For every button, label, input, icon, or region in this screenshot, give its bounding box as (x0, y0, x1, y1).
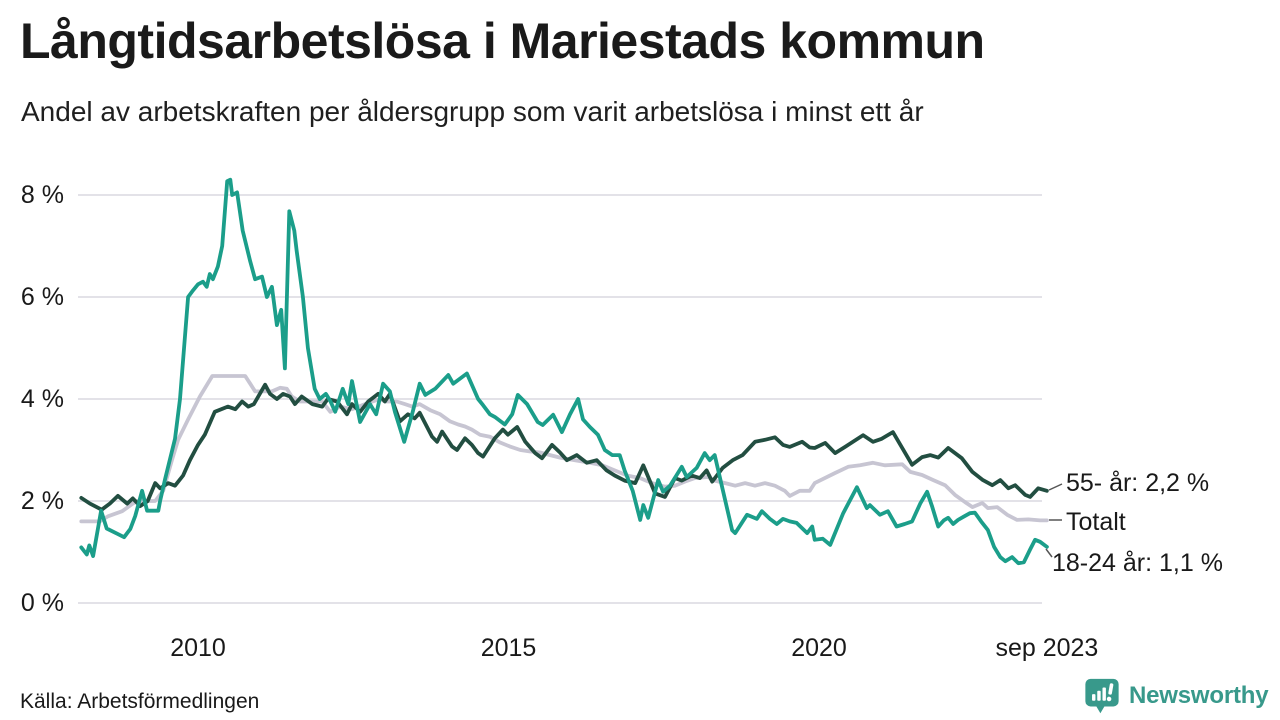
label-connector (1045, 548, 1053, 558)
newsworthy-wordmark: Newsworthy (1129, 682, 1269, 709)
x-tick-label: 2020 (791, 634, 847, 662)
chart-subtitle: Andel av arbetskraften per åldersgrupp s… (21, 96, 924, 127)
series-line-18-24-r (79, 177, 1049, 566)
series-line-55-r (79, 382, 1049, 512)
source-note: Källa: Arbetsförmedlingen (20, 690, 260, 713)
y-tick-label: 6 % (20, 283, 64, 311)
y-tick-label: 0 % (20, 589, 64, 617)
y-tick-label: 8 % (20, 181, 64, 209)
x-tick-label: 2015 (480, 634, 537, 662)
x-tick-label: 2010 (170, 634, 226, 662)
series-end-label-totalt: Totalt (1066, 508, 1126, 536)
x-tick-label: sep 2023 (995, 634, 1099, 662)
series-end-label-18-24: 18-24 år: 1,1 % (1052, 549, 1223, 577)
page-title: Långtidsarbetslösa i Mariestads kommun (20, 13, 985, 69)
series-line-totalt (79, 374, 1049, 524)
newsworthy-icon (1085, 678, 1119, 714)
y-tick-label: 4 % (20, 385, 64, 413)
label-connector (1048, 483, 1063, 491)
series-end-label-55: 55- år: 2,2 % (1066, 469, 1210, 497)
y-tick-label: 2 % (20, 487, 64, 515)
newsworthy-logo[interactable]: Newsworthy (1083, 676, 1269, 716)
